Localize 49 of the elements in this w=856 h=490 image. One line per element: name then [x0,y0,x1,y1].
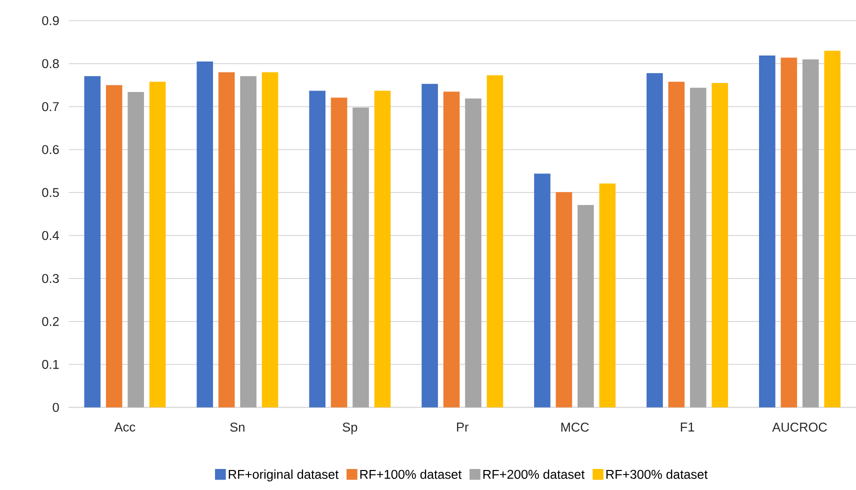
bar [599,183,616,408]
bar [106,85,122,408]
y-tick-label: 0.9 [42,16,59,26]
bar [556,192,572,408]
legend-label: RF+100% dataset [360,469,462,479]
bar [759,55,776,408]
bar [196,61,214,408]
bar [646,73,663,408]
legend-label: RF+300% dataset [606,469,708,479]
y-tick-label: 0.8 [42,59,59,68]
bar [780,58,798,408]
y-tick-label: 0.2 [42,316,59,326]
bar [824,50,840,408]
y-tick-label: 0.7 [42,102,59,112]
bar [690,88,706,408]
legend-label: RF+original dataset [228,469,339,482]
bar [443,92,460,408]
y-tick-label: 0.1 [42,360,59,369]
y-tick-label: 0 [52,402,59,412]
bar [465,98,482,408]
bar [486,75,504,408]
bar [422,84,438,408]
bar [668,82,685,408]
y-tick-label: 0.5 [42,188,59,198]
bar [330,98,348,408]
bar [149,82,166,408]
bar [374,90,391,408]
bar [578,204,594,408]
bar [128,92,144,408]
bar [534,174,550,408]
x-tick-label: Pr [457,422,469,432]
bar [84,76,101,408]
x-tick-label: F1 [680,422,694,432]
x-tick-label: Acc [114,422,136,432]
x-tick-label: AUCROC [772,422,827,432]
bar [262,72,278,408]
y-tick-label: 0.4 [42,230,59,240]
bar [309,90,326,408]
y-tick-label: 0.6 [42,145,59,154]
x-tick-label: Sp [342,422,358,434]
bar [352,107,369,408]
bar [218,72,235,408]
x-tick-label: Sn [230,422,244,432]
bar [802,59,819,408]
x-tick-label: MCC [561,422,589,432]
bar [240,76,256,408]
legend-label: RF+200% dataset [483,469,585,479]
bar [712,82,728,408]
y-tick-label: 0.3 [42,274,59,283]
